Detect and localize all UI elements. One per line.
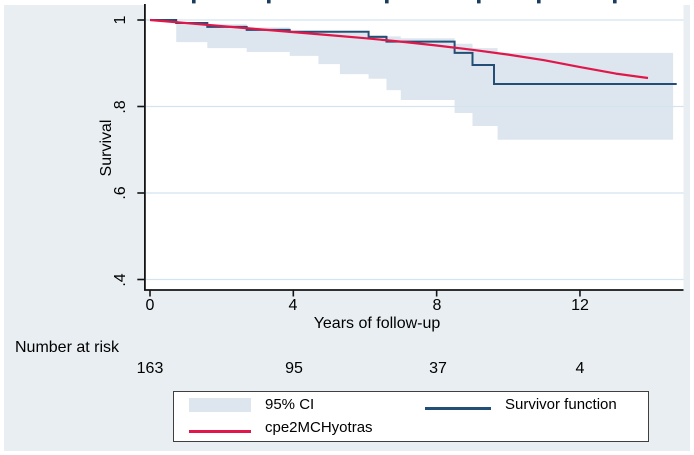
survivor-line-sample	[425, 407, 491, 410]
y-tick-label-1: 1	[112, 15, 129, 25]
legend: 95% CI Survivor function cpe2MCHyotras	[173, 391, 649, 442]
y-axis-label: Survival	[98, 119, 115, 177]
x-tick-label-0: 0	[145, 297, 155, 314]
x-tick-label-8: 8	[432, 297, 442, 314]
risk-count-8: 37	[429, 360, 447, 377]
number-at-risk-title: Number at risk	[15, 339, 120, 356]
x-tick-label-12: 12	[571, 297, 589, 314]
ci-band-swatch	[189, 398, 251, 412]
y-tick-label-08: .8	[112, 100, 129, 114]
legend-label-ci: 95% CI	[265, 396, 315, 413]
risk-count-0: 163	[136, 360, 164, 377]
risk-count-4: 95	[285, 360, 303, 377]
legend-label-cpe: cpe2MCHyotras	[265, 419, 373, 436]
x-tick-label-4: 4	[288, 297, 298, 314]
y-tick-label-06: .6	[112, 186, 129, 200]
x-axis-label: Years of follow-up	[313, 315, 441, 332]
cpe-line-sample	[189, 430, 251, 433]
y-tick-label-04: .4	[112, 273, 129, 287]
risk-count-12: 4	[575, 360, 585, 377]
legend-label-survivor: Survivor function	[505, 396, 617, 413]
